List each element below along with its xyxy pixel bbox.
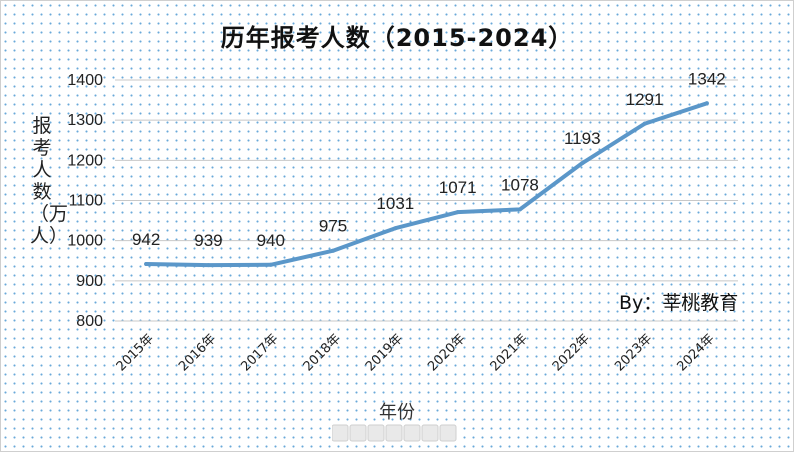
data-label: 975 (319, 217, 347, 236)
series-line (144, 101, 709, 268)
data-label: 940 (257, 231, 285, 250)
x-tick-label: 2022年 (550, 331, 593, 374)
x-axis-label: 年份 (379, 402, 415, 423)
y-tick-label: 1400 (67, 72, 103, 89)
data-label: 1031 (376, 194, 414, 213)
data-label: 1078 (501, 175, 539, 194)
y-tick-label: 1300 (67, 112, 103, 129)
y-axis-label-char: 考 (32, 137, 52, 159)
data-point (393, 226, 398, 231)
credit-text: By：莘桃教育 (619, 292, 739, 314)
chart-title: 历年报考人数（2015-2024） (220, 24, 574, 52)
x-tick-label: 2023年 (612, 331, 655, 374)
data-label: 939 (194, 231, 222, 250)
y-axis-label-char: 报 (32, 115, 52, 137)
x-tick-label: 2021年 (488, 331, 531, 374)
data-point (268, 262, 273, 267)
data-label: 942 (132, 230, 160, 249)
data-label: 1071 (439, 178, 477, 197)
x-tick-label: 2018年 (301, 331, 344, 374)
y-axis-label-char: 数 (32, 181, 52, 203)
y-axis-label-char: 人 (32, 159, 52, 181)
x-tick-label: 2017年 (238, 331, 281, 374)
data-point (580, 161, 585, 166)
y-tick-label: 1100 (69, 193, 104, 210)
x-tick-label: 2015年 (114, 331, 157, 374)
data-point (704, 101, 709, 106)
y-tick-label: 800 (76, 313, 103, 330)
data-point (206, 263, 211, 268)
data-label: 1291 (626, 90, 664, 109)
data-point (331, 248, 336, 253)
data-point (455, 210, 460, 215)
x-tick-label: 2019年 (363, 331, 406, 374)
data-point (642, 121, 647, 126)
data-point (517, 207, 522, 212)
y-tick-label: 900 (76, 273, 103, 290)
data-label: 1342 (688, 69, 726, 88)
watermark-icon (332, 424, 457, 442)
x-tick-label: 2020年 (425, 331, 468, 374)
y-tick-label: 1200 (67, 152, 103, 169)
data-point (144, 261, 149, 266)
x-tick-label: 2024年 (674, 331, 717, 374)
x-tick-label: 2016年 (176, 331, 219, 374)
y-tick-label: 1000 (67, 233, 103, 250)
data-label: 1193 (564, 129, 601, 148)
